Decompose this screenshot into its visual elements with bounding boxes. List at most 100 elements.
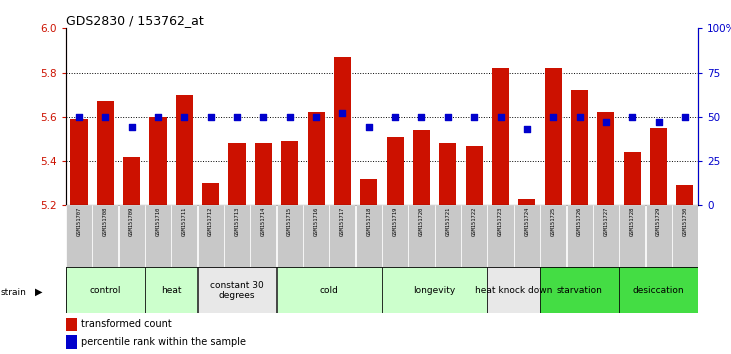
- Text: control: control: [90, 286, 121, 295]
- Bar: [175, 95, 193, 205]
- Text: GSM151724: GSM151724: [524, 207, 529, 236]
- Bar: [197, 205, 224, 267]
- Text: GSM151726: GSM151726: [577, 207, 582, 236]
- Bar: [619, 205, 645, 267]
- Text: GSM151714: GSM151714: [261, 207, 266, 236]
- Bar: [66, 335, 77, 349]
- Text: transformed count: transformed count: [81, 319, 172, 329]
- Point: [152, 114, 164, 120]
- Bar: [567, 205, 593, 267]
- Bar: [488, 267, 540, 313]
- Text: longevity: longevity: [414, 286, 455, 295]
- Bar: [645, 205, 672, 267]
- Bar: [435, 205, 461, 267]
- Bar: [303, 205, 329, 267]
- Text: GSM151707: GSM151707: [77, 207, 81, 236]
- Bar: [545, 68, 561, 205]
- Text: GSM151730: GSM151730: [683, 207, 687, 236]
- Bar: [488, 205, 514, 267]
- Bar: [330, 205, 355, 267]
- Bar: [360, 179, 377, 205]
- Bar: [619, 267, 698, 313]
- Bar: [650, 128, 667, 205]
- Bar: [281, 141, 298, 205]
- Text: GSM151709: GSM151709: [129, 207, 135, 236]
- Bar: [518, 199, 535, 205]
- Bar: [145, 205, 171, 267]
- Point: [363, 125, 374, 130]
- Text: GSM151723: GSM151723: [498, 207, 503, 236]
- Point: [390, 114, 401, 120]
- Text: GSM151721: GSM151721: [445, 207, 450, 236]
- Bar: [145, 267, 197, 313]
- Bar: [382, 205, 408, 267]
- Bar: [171, 205, 197, 267]
- Text: desiccation: desiccation: [633, 286, 684, 295]
- Bar: [413, 130, 430, 205]
- Text: GSM151711: GSM151711: [182, 207, 187, 236]
- Bar: [597, 113, 615, 205]
- Point: [600, 119, 612, 125]
- Text: GSM151720: GSM151720: [419, 207, 424, 236]
- Point: [231, 114, 243, 120]
- Point: [442, 114, 454, 120]
- Point: [205, 114, 216, 120]
- Bar: [514, 205, 540, 267]
- Bar: [277, 267, 382, 313]
- Text: GSM151717: GSM151717: [340, 207, 345, 236]
- Bar: [624, 152, 641, 205]
- Text: GSM151708: GSM151708: [103, 207, 107, 236]
- Point: [521, 126, 533, 132]
- Bar: [255, 143, 272, 205]
- Bar: [356, 205, 382, 267]
- Bar: [461, 205, 487, 267]
- Text: ▶: ▶: [35, 287, 42, 297]
- Bar: [676, 185, 694, 205]
- Bar: [118, 205, 145, 267]
- Point: [416, 114, 428, 120]
- Bar: [123, 156, 140, 205]
- Bar: [382, 267, 487, 313]
- Point: [99, 114, 111, 120]
- Text: heat knock down: heat knock down: [475, 286, 553, 295]
- Bar: [229, 143, 246, 205]
- Text: GSM151729: GSM151729: [656, 207, 661, 236]
- Text: GDS2830 / 153762_at: GDS2830 / 153762_at: [66, 14, 203, 27]
- Bar: [92, 205, 118, 267]
- Bar: [149, 117, 167, 205]
- Point: [284, 114, 295, 120]
- Text: GSM151710: GSM151710: [156, 207, 161, 236]
- Bar: [439, 143, 456, 205]
- Bar: [197, 267, 276, 313]
- Point: [495, 114, 507, 120]
- Bar: [334, 57, 351, 205]
- Text: GSM151728: GSM151728: [629, 207, 635, 236]
- Bar: [202, 183, 219, 205]
- Bar: [250, 205, 276, 267]
- Text: GSM151719: GSM151719: [393, 207, 398, 236]
- Bar: [540, 205, 567, 267]
- Bar: [66, 318, 77, 331]
- Bar: [540, 267, 619, 313]
- Bar: [66, 205, 92, 267]
- Text: GSM151725: GSM151725: [550, 207, 556, 236]
- Point: [653, 119, 664, 125]
- Text: GSM151715: GSM151715: [287, 207, 292, 236]
- Point: [257, 114, 269, 120]
- Bar: [96, 101, 114, 205]
- Bar: [387, 137, 404, 205]
- Point: [73, 114, 85, 120]
- Point: [126, 125, 137, 130]
- Text: heat: heat: [161, 286, 181, 295]
- Bar: [308, 113, 325, 205]
- Text: strain: strain: [1, 287, 26, 297]
- Text: GSM151716: GSM151716: [314, 207, 319, 236]
- Bar: [593, 205, 619, 267]
- Point: [548, 114, 559, 120]
- Bar: [672, 205, 698, 267]
- Point: [310, 114, 322, 120]
- Bar: [224, 205, 250, 267]
- Bar: [277, 205, 303, 267]
- Text: GSM151727: GSM151727: [603, 207, 608, 236]
- Bar: [66, 267, 145, 313]
